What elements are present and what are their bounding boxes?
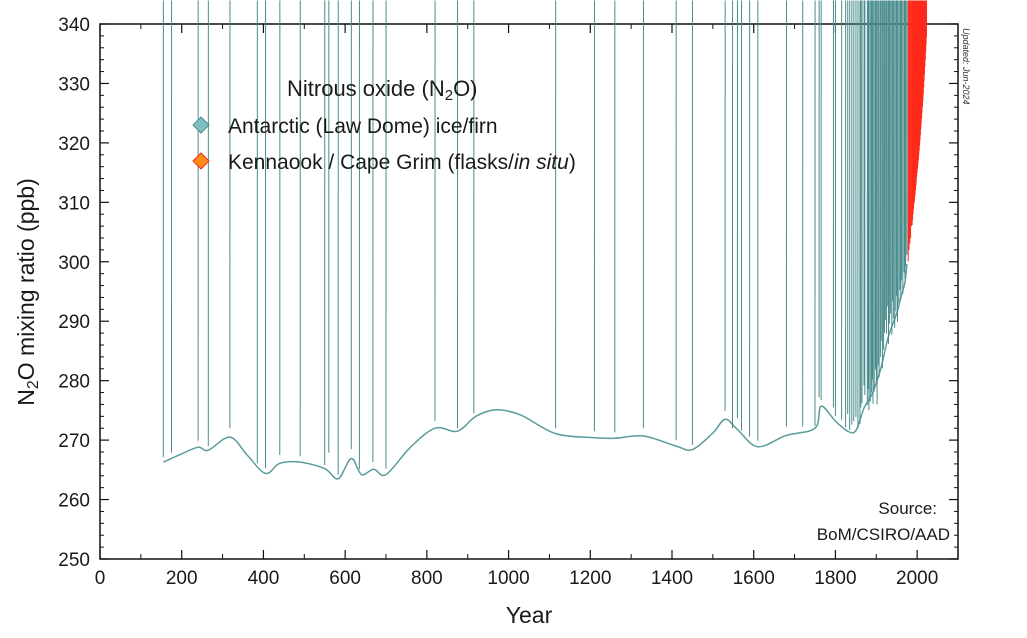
y-tick-label: 320 (58, 134, 90, 155)
legend-title: Nitrous oxide (N2O) (287, 76, 478, 104)
source-line-2: BoM/CSIRO/AAD (817, 525, 950, 544)
x-tick-label: 200 (166, 568, 198, 589)
y-axis: 250 260 270 280 290 300 310 320 330 340 (58, 15, 958, 571)
x-tick-label: 400 (248, 568, 280, 589)
y-tick-label: 270 (58, 431, 90, 452)
y-tick-label: 260 (58, 491, 90, 512)
plot-frame (99, 23, 959, 560)
x-tick-label: 0 (95, 568, 106, 589)
x-tick-label: 600 (329, 568, 361, 589)
x-tick-label: 1000 (487, 568, 529, 589)
x-tick-label: 1800 (814, 568, 856, 589)
y-tick-label: 310 (58, 193, 90, 214)
y-tick-label: 300 (58, 253, 90, 274)
y-tick-label: 340 (58, 15, 90, 36)
legend-marker-antarctic (192, 116, 210, 134)
updated-note: Updated: Jun-2024 (961, 28, 971, 105)
y-tick-label: 250 (58, 550, 90, 571)
y-tick-label: 280 (58, 372, 90, 393)
legend-label-antarctic: Antarctic (Law Dome) ice/firn (228, 115, 498, 138)
x-axis-title: Year (506, 602, 553, 628)
legend-marker-capegrim (192, 152, 210, 170)
x-tick-label: 800 (411, 568, 443, 589)
x-tick-label: 1600 (733, 568, 775, 589)
source-line-1: Source: (878, 499, 937, 518)
x-axis: 0 200 400 600 800 1000 1200 1400 1600 1800 2000 (95, 24, 938, 589)
x-tick-label: 1200 (569, 568, 611, 589)
x-tick-label: 2000 (896, 568, 938, 589)
x-tick-label: 1400 (651, 568, 693, 589)
legend: Nitrous oxide (N2O) Antarctic (Law Dome)… (192, 76, 576, 174)
series-antarctic (162, 0, 908, 475)
y-tick-label: 330 (58, 74, 90, 95)
legend-label-capegrim: Kennaook / Cape Grim (flasks/in situ) (228, 151, 576, 174)
series-capegrim (907, 0, 928, 262)
antarctic-spline-line (162, 264, 908, 480)
y-axis-title: N2O mixing ratio (ppb) (13, 178, 42, 406)
y-tick-label: 290 (58, 312, 90, 333)
